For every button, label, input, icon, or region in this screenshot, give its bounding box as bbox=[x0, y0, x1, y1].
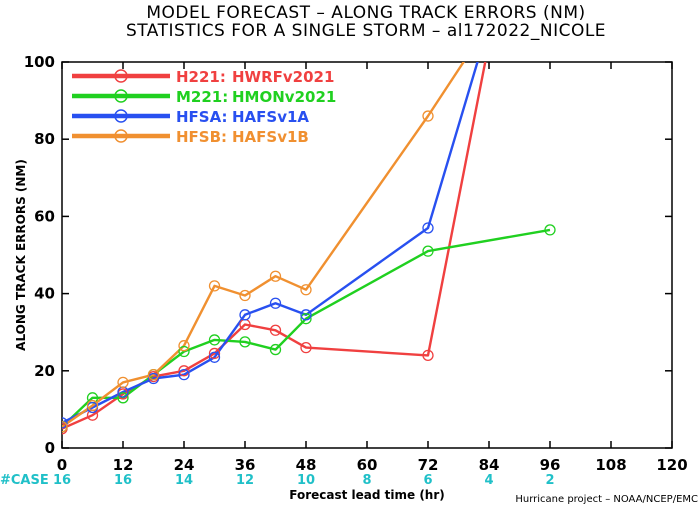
series-line-hafsv1a bbox=[62, 62, 479, 424]
data-point-hafsv1b bbox=[117, 376, 129, 389]
data-point-hafsv1a bbox=[62, 417, 68, 429]
data-point-hafsv1b bbox=[239, 289, 251, 302]
data-point-hafsv1a bbox=[178, 369, 190, 381]
data-point-hmonv2021 bbox=[544, 224, 556, 236]
data-point-hafsv1b bbox=[422, 110, 434, 122]
legend-code: HFSA: bbox=[176, 108, 228, 126]
legend-name: HAFSv1B bbox=[232, 128, 309, 146]
case-count: 12 bbox=[236, 473, 254, 488]
credit-text: Hurricane project – NOAA/NCEP/EMC bbox=[515, 494, 698, 505]
y-tick-label: 40 bbox=[34, 285, 55, 303]
data-point-hafsv1b bbox=[86, 399, 99, 412]
legend-name: HMONv2021 bbox=[232, 88, 336, 106]
data-point-hafsv1a bbox=[422, 222, 434, 234]
data-point-hwrfv2021 bbox=[208, 347, 221, 360]
x-tick-label: 12 bbox=[113, 456, 134, 474]
data-point-hafsv1b bbox=[300, 284, 312, 296]
case-count: 14 bbox=[175, 473, 193, 488]
case-count: 16 bbox=[53, 473, 71, 488]
legend-code: HFSB: bbox=[176, 128, 227, 146]
legend-code: M221: bbox=[176, 88, 228, 106]
data-point-hafsv1b bbox=[269, 270, 282, 282]
case-label: #CASE bbox=[0, 473, 49, 488]
plot-frame bbox=[61, 61, 673, 449]
data-point-hmonv2021 bbox=[300, 313, 312, 325]
case-count: 6 bbox=[423, 473, 432, 488]
data-point-hafsv1a bbox=[269, 297, 282, 309]
series-line-hmonv2021 bbox=[62, 228, 551, 428]
chart-title: MODEL FORECAST – ALONG TRACK ERRORS (NM) bbox=[146, 3, 585, 23]
case-count: 10 bbox=[297, 473, 315, 488]
data-point-hmonv2021 bbox=[178, 345, 190, 358]
data-point-hafsv1b bbox=[178, 340, 190, 352]
legend-name: HWRFv2021 bbox=[232, 68, 334, 86]
chart-subtitle: STATISTICS FOR A SINGLE STORM – al172022… bbox=[126, 21, 606, 41]
data-point-hmonv2021 bbox=[208, 334, 221, 346]
data-point-hafsv1a bbox=[208, 351, 221, 363]
x-tick-label: 0 bbox=[57, 456, 67, 474]
data-point-hwrfv2021 bbox=[422, 349, 434, 362]
series-line-hwrfv2021 bbox=[62, 62, 487, 430]
y-tick-label: 100 bbox=[24, 53, 55, 71]
data-point-hmonv2021 bbox=[422, 245, 434, 257]
case-count: 2 bbox=[545, 473, 554, 488]
legend-marker bbox=[114, 129, 128, 143]
data-point-hwrfv2021 bbox=[300, 341, 312, 354]
legend-marker bbox=[114, 69, 128, 83]
case-count: 8 bbox=[362, 473, 371, 488]
y-tick-label: 80 bbox=[34, 130, 55, 148]
data-point-hmonv2021 bbox=[117, 392, 129, 404]
y-tick-label: 20 bbox=[34, 362, 55, 380]
series-lines bbox=[62, 62, 551, 430]
y-axis-label: ALONG TRACK ERRORS (NM) bbox=[14, 159, 28, 351]
data-point-hafsv1b bbox=[147, 369, 160, 381]
data-point-hafsv1b bbox=[62, 421, 68, 433]
data-point-hafsv1a bbox=[147, 372, 160, 385]
x-tick-label: 84 bbox=[479, 456, 500, 474]
data-point-hmonv2021 bbox=[269, 343, 282, 356]
legend-name: HAFSv1A bbox=[232, 108, 309, 126]
x-tick-label: 36 bbox=[235, 456, 256, 474]
series-points bbox=[62, 110, 556, 435]
data-point-hafsv1b bbox=[208, 280, 221, 292]
legend-marker bbox=[114, 109, 128, 123]
case-counts: 16 16 14 12 10 8 6 4 2 bbox=[53, 473, 555, 488]
x-tick-label: 48 bbox=[296, 456, 317, 474]
x-tick-label: 72 bbox=[418, 456, 439, 474]
data-point-hwrfv2021 bbox=[178, 365, 190, 377]
data-point-hafsv1a bbox=[300, 309, 312, 321]
x-tick-label: 120 bbox=[656, 456, 687, 474]
x-tick-label: 96 bbox=[540, 456, 561, 474]
x-tick-label: 24 bbox=[174, 456, 195, 474]
x-axis-label: Forecast lead time (hr) bbox=[289, 488, 445, 502]
data-point-hmonv2021 bbox=[239, 336, 251, 348]
data-point-hafsv1a bbox=[239, 309, 251, 321]
axis-ticks: 0 12 24 36 48 60 72 84 96 108 120 0 20 40 60 80 100 bbox=[24, 53, 688, 474]
legend-code: H221: bbox=[176, 68, 226, 86]
x-tick-label: 60 bbox=[357, 456, 378, 474]
y-tick-label: 60 bbox=[34, 207, 55, 225]
legend-marker bbox=[114, 89, 128, 103]
case-count: 4 bbox=[484, 473, 493, 488]
series-line-hafsv1b bbox=[62, 62, 466, 428]
y-tick-label: 0 bbox=[45, 439, 55, 457]
case-count: 16 bbox=[114, 473, 132, 488]
x-tick-label: 108 bbox=[595, 456, 626, 474]
data-point-hwrfv2021 bbox=[269, 324, 282, 336]
